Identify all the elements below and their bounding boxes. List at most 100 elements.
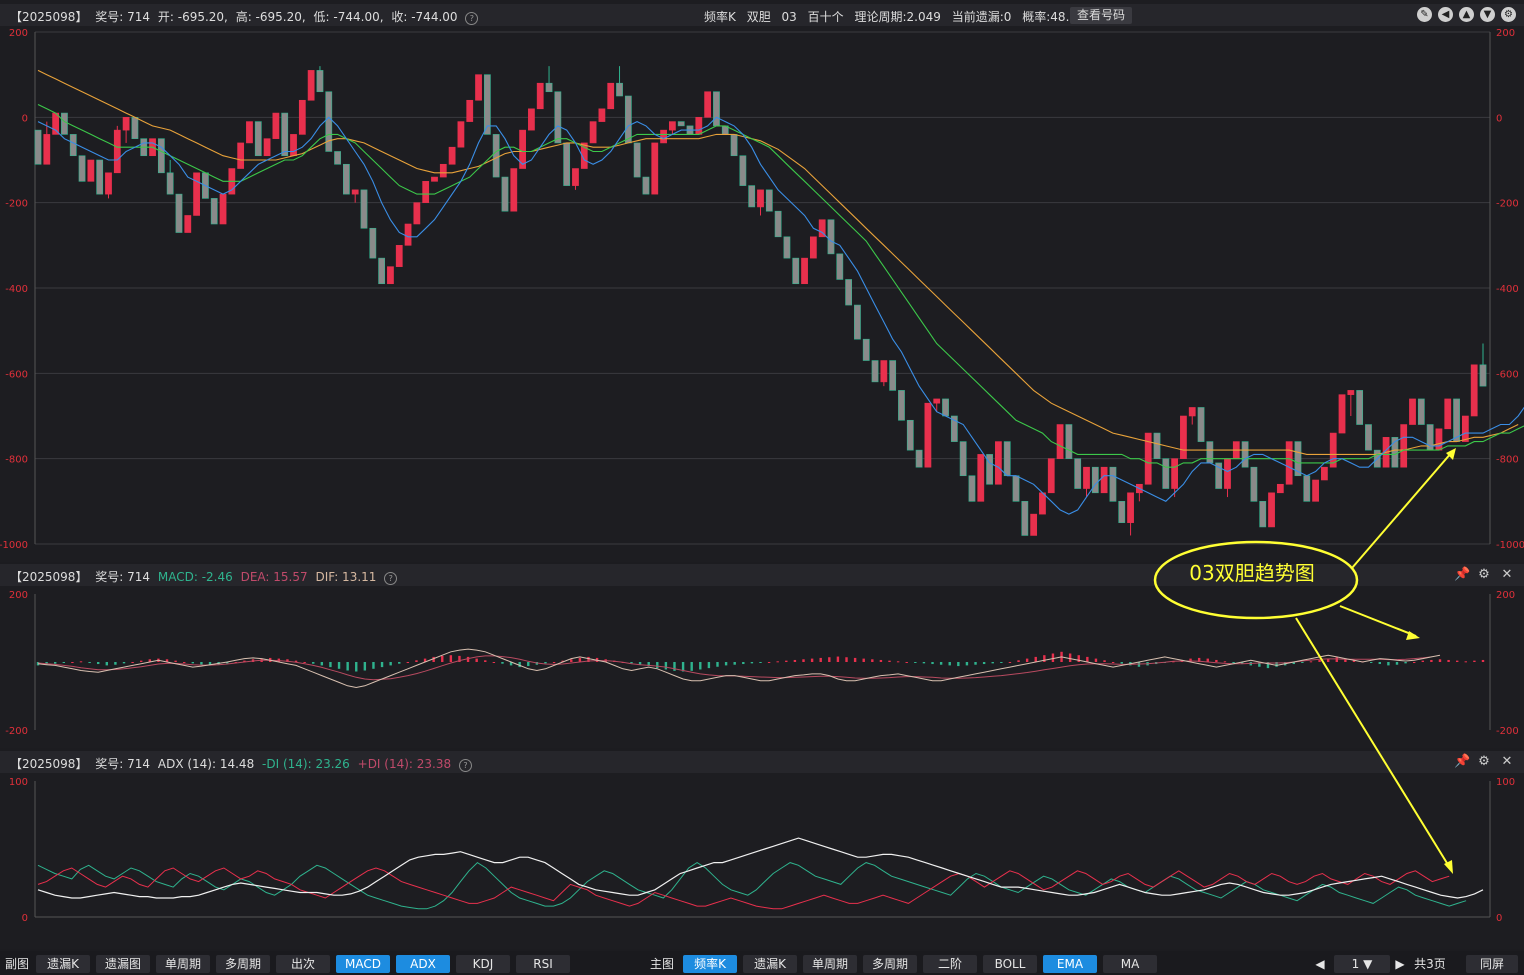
candle-body (510, 168, 518, 212)
candle-body (1056, 424, 1064, 459)
subchart-tab-2[interactable]: 遗漏图 (96, 955, 150, 973)
macd-bar (71, 662, 74, 663)
arrow-left-icon[interactable]: ◀ (1438, 7, 1453, 22)
macd-bar (389, 662, 392, 666)
subchart-tab-9[interactable]: RSI (516, 955, 570, 973)
candle-body (210, 198, 218, 225)
candle-body (827, 219, 835, 255)
macd-bar (724, 662, 728, 666)
candle-body (563, 142, 571, 186)
mainchart-tab-7[interactable]: EMA (1043, 955, 1097, 973)
macd-bar (785, 660, 788, 662)
main-code: 【2025098】 (10, 10, 88, 24)
macd-bar (570, 659, 573, 662)
help-icon[interactable]: ? (458, 759, 472, 772)
settings-icon[interactable]: ⚙ (1478, 754, 1490, 769)
candle-body (792, 257, 800, 285)
macd-bar (432, 656, 435, 662)
candle-body (272, 112, 280, 139)
candle-body (642, 176, 650, 195)
adx-controls: 📌 ⚙ ✕ (1454, 754, 1514, 769)
macd-bar (200, 662, 203, 665)
mainchart-tab-2[interactable]: 遗漏K (743, 955, 797, 973)
edit-icon[interactable]: ✎ (1417, 7, 1432, 22)
pin-icon[interactable]: 📌 (1454, 567, 1471, 582)
adx-header-info: 【2025098】 奖号: 714 ADX (14): 14.48 -DI (1… (10, 755, 476, 772)
position: 百十个 (807, 10, 844, 24)
macd-bar (355, 662, 358, 672)
candle-body (34, 129, 42, 165)
subchart-tab-7[interactable]: ADX (396, 955, 450, 973)
macd-bar (1275, 662, 1278, 667)
macd-bar (647, 662, 650, 667)
page-select[interactable]: 1 ▼ (1334, 955, 1390, 973)
candle-body (933, 398, 941, 404)
total-pages: 共3页 (1414, 957, 1446, 971)
macd-bar (750, 662, 754, 664)
macd-bar (226, 662, 229, 664)
y-tick-left: 0 (22, 913, 28, 924)
macd-bar (974, 662, 977, 665)
macd-bar (105, 662, 109, 666)
candle-body (131, 117, 139, 139)
mainchart-tab-1[interactable]: 频率K (683, 955, 737, 973)
help-icon[interactable]: ? (384, 572, 398, 585)
macd-bar (810, 658, 814, 662)
arrow-up-icon[interactable]: ▲ (1459, 7, 1474, 22)
minus-di-value: -DI (14): 23.26 (262, 757, 350, 771)
current-miss: 当前遗漏:0 (951, 10, 1012, 24)
main-chart-panel: 【2025098】 奖号: 714 开: -695.20, 高: -695.20… (0, 7, 1524, 551)
subchart-tab-3[interactable]: 单周期 (156, 955, 210, 973)
check-numbers-button[interactable]: 查看号码 (1070, 7, 1133, 24)
macd-bar (466, 656, 470, 662)
settings-icon[interactable]: ⚙ (1501, 7, 1516, 22)
macd-bar (1481, 659, 1485, 662)
macd-bar (1430, 659, 1433, 662)
mainchart-tab-3[interactable]: 单周期 (803, 955, 857, 973)
macd-bar (312, 662, 315, 664)
candle-body (1259, 501, 1267, 528)
macd-bar (793, 659, 797, 662)
candle-body (193, 172, 200, 216)
candle-body (995, 441, 1002, 485)
help-icon[interactable]: ? (465, 12, 479, 25)
same-screen-button[interactable]: 同屏 (1466, 955, 1518, 973)
close-icon[interactable]: ✕ (1501, 567, 1513, 582)
macd-bar (501, 662, 504, 664)
subchart-tab-6[interactable]: MACD (336, 955, 390, 973)
subchart-tab-1[interactable]: 遗漏K (36, 955, 90, 973)
subchart-tab-4[interactable]: 多周期 (216, 955, 270, 973)
candle-body (1417, 398, 1425, 425)
macd-bar (948, 662, 951, 666)
macd-bar (1206, 658, 1209, 662)
candle-body (598, 108, 606, 122)
candle-body (1215, 462, 1223, 489)
settings-icon[interactable]: ⚙ (1478, 567, 1490, 582)
macd-bar (380, 662, 384, 668)
mainchart-tab-5[interactable]: 二阶 (923, 955, 977, 973)
subchart-tab-8[interactable]: KDJ (456, 955, 510, 973)
dif-line (37, 648, 1441, 689)
candle-body (536, 82, 544, 110)
macd-bar (140, 660, 143, 662)
close-icon[interactable]: ✕ (1501, 754, 1513, 769)
y-tick-left: -1000 (0, 540, 28, 551)
candle-body (898, 390, 905, 421)
macd-bar (337, 662, 341, 669)
macd-bar (183, 662, 186, 663)
subchart-tab-5[interactable]: 出次 (276, 955, 330, 973)
candle-body (871, 360, 879, 383)
mainchart-tab-6[interactable]: BOLL (983, 955, 1037, 973)
mainchart-label: 主图 (649, 957, 674, 971)
next-page-icon[interactable]: ▶ (1395, 957, 1405, 971)
prev-page-icon[interactable]: ◀ (1315, 957, 1325, 971)
candle-body (519, 129, 526, 169)
candle-body (157, 138, 165, 174)
mainchart-tab-8[interactable]: MA (1103, 955, 1157, 973)
candle-body (704, 91, 712, 118)
mainchart-tab-4[interactable]: 多周期 (863, 955, 917, 973)
macd-bar (1017, 660, 1020, 662)
candle-body (783, 236, 791, 259)
arrow-down-icon[interactable]: ▼ (1480, 7, 1495, 22)
pin-icon[interactable]: 📌 (1454, 754, 1471, 769)
